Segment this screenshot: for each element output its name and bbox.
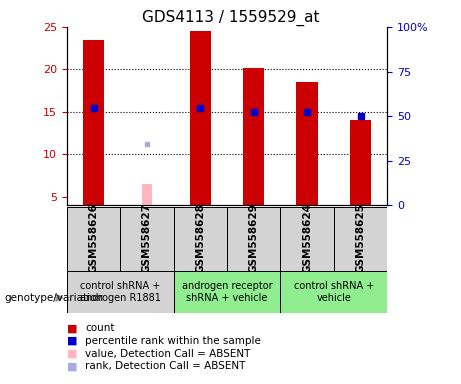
Text: GSM558627: GSM558627 <box>142 203 152 273</box>
Bar <box>189 31 211 205</box>
Text: value, Detection Call = ABSENT: value, Detection Call = ABSENT <box>85 349 251 359</box>
Text: genotype/variation: genotype/variation <box>5 293 104 303</box>
Text: control shRNA +
vehicle: control shRNA + vehicle <box>294 281 374 303</box>
Text: androgen receptor
shRNA + vehicle: androgen receptor shRNA + vehicle <box>182 281 272 303</box>
Text: ■: ■ <box>67 323 77 333</box>
Text: GSM558625: GSM558625 <box>355 203 366 273</box>
Bar <box>83 40 104 205</box>
Text: control shRNA +
androgen R1881: control shRNA + androgen R1881 <box>80 281 161 303</box>
Bar <box>142 184 152 205</box>
Bar <box>280 271 387 313</box>
Text: GSM558629: GSM558629 <box>249 203 259 273</box>
Bar <box>174 207 227 271</box>
Text: GSM558624: GSM558624 <box>302 203 312 273</box>
Text: ■: ■ <box>67 349 77 359</box>
Text: ■: ■ <box>67 361 77 371</box>
Bar <box>334 207 387 271</box>
Bar <box>280 207 334 271</box>
Text: count: count <box>85 323 115 333</box>
Bar <box>243 68 265 205</box>
Bar <box>67 271 174 313</box>
Text: ■: ■ <box>67 336 77 346</box>
Text: percentile rank within the sample: percentile rank within the sample <box>85 336 261 346</box>
Bar <box>67 207 120 271</box>
Text: GSM558628: GSM558628 <box>195 203 205 273</box>
Bar <box>174 271 280 313</box>
Bar <box>350 121 371 205</box>
Bar <box>296 82 318 205</box>
Text: GDS4113 / 1559529_at: GDS4113 / 1559529_at <box>142 10 319 26</box>
Bar <box>120 207 174 271</box>
Bar <box>227 207 280 271</box>
Text: rank, Detection Call = ABSENT: rank, Detection Call = ABSENT <box>85 361 246 371</box>
Text: GSM558626: GSM558626 <box>89 203 99 273</box>
